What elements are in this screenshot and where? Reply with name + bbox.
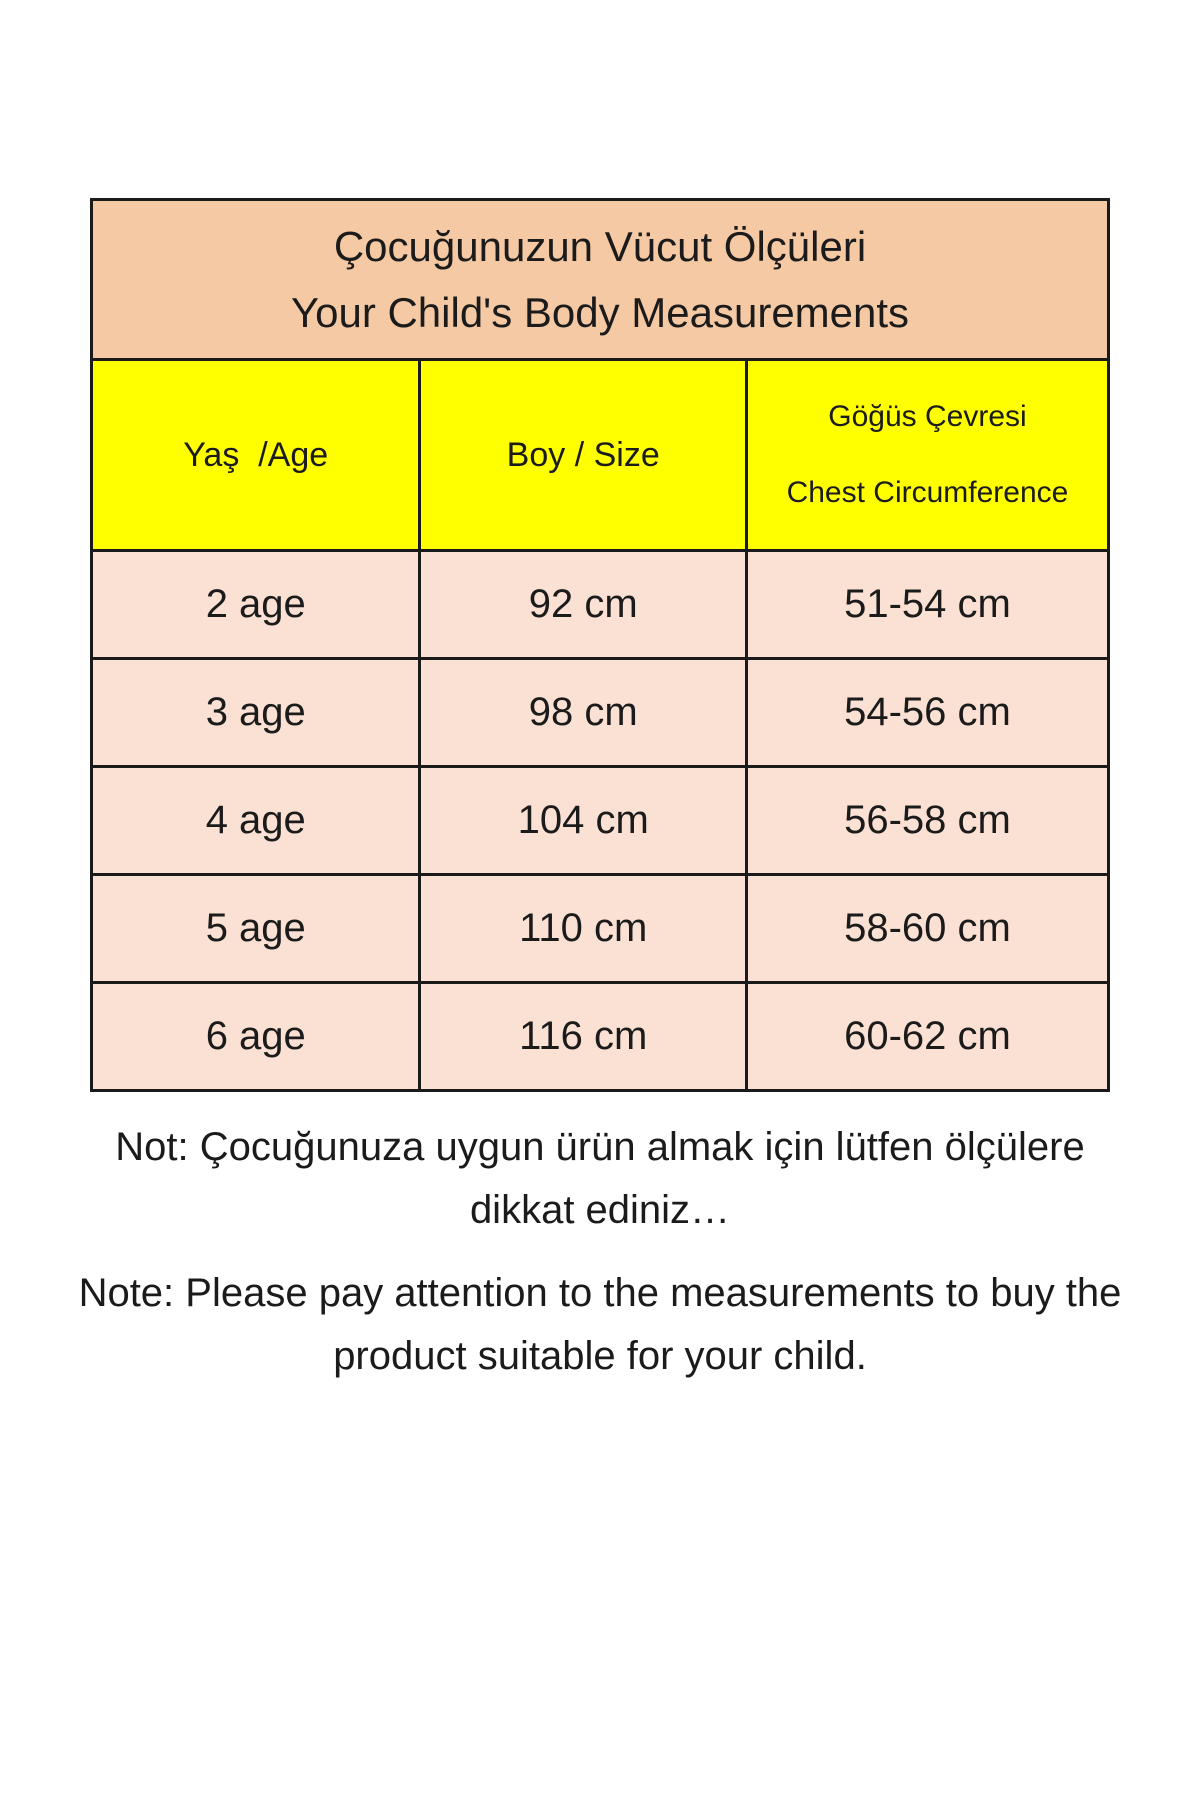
table-row: 2 age 92 cm 51-54 cm — [89, 549, 1111, 660]
chest-cell: 51-54 cm — [744, 549, 1111, 660]
size-chart-table: Çocuğunuzun Vücut Ölçüleri Your Child's … — [89, 198, 1111, 1092]
age-cell: 4 age — [89, 765, 422, 876]
column-header-chest-english: Chest Circumference — [786, 476, 1069, 509]
column-header-size-label: Boy / Size — [506, 436, 660, 474]
table-row: 4 age 104 cm 56-58 cm — [89, 765, 1111, 876]
table-header-row: Yaş /Age Boy / Size Göğüs Çevresi Chest … — [89, 358, 1111, 552]
column-header-chest-turkish: Göğüs Çevresi — [828, 400, 1027, 433]
size-cell: 104 cm — [418, 765, 748, 876]
table-row: 3 age 98 cm 54-56 cm — [89, 657, 1111, 768]
table-title-turkish: Çocuğunuzun Vücut Ölçüleri — [333, 222, 867, 270]
chest-cell: 54-56 cm — [744, 657, 1111, 768]
age-cell: 6 age — [89, 981, 422, 1092]
note-english: Note: Please pay attention to the measur… — [78, 1271, 1122, 1378]
table-title-english: Your Child's Body Measurements — [290, 288, 910, 336]
age-cell: 3 age — [89, 657, 422, 768]
age-cell: 5 age — [89, 873, 422, 984]
age-cell: 2 age — [89, 549, 422, 660]
note-turkish: Not: Çocuğunuza uygun ürün almak için lü… — [115, 1125, 1085, 1232]
table-row: 5 age 110 cm 58-60 cm — [89, 873, 1111, 984]
column-header-age-label: Yaş /Age — [183, 436, 329, 474]
table-title: Çocuğunuzun Vücut Ölçüleri Your Child's … — [90, 198, 1110, 361]
chest-cell: 56-58 cm — [744, 765, 1111, 876]
chest-cell: 58-60 cm — [744, 873, 1111, 984]
size-cell: 110 cm — [418, 873, 748, 984]
table-title-row: Çocuğunuzun Vücut Ölçüleri Your Child's … — [90, 198, 1110, 361]
column-header-chest: Göğüs Çevresi Chest Circumference — [744, 358, 1111, 552]
table-row: 6 age 116 cm 60-62 cm — [89, 981, 1111, 1092]
column-header-size: Boy / Size — [418, 358, 748, 552]
chest-cell: 60-62 cm — [744, 981, 1111, 1092]
size-cell: 116 cm — [418, 981, 748, 1092]
notes-section: Not: Çocuğunuza uygun ürün almak için lü… — [70, 1116, 1130, 1388]
size-cell: 92 cm — [418, 549, 748, 660]
size-cell: 98 cm — [418, 657, 748, 768]
column-header-age: Yaş /Age — [89, 358, 422, 552]
